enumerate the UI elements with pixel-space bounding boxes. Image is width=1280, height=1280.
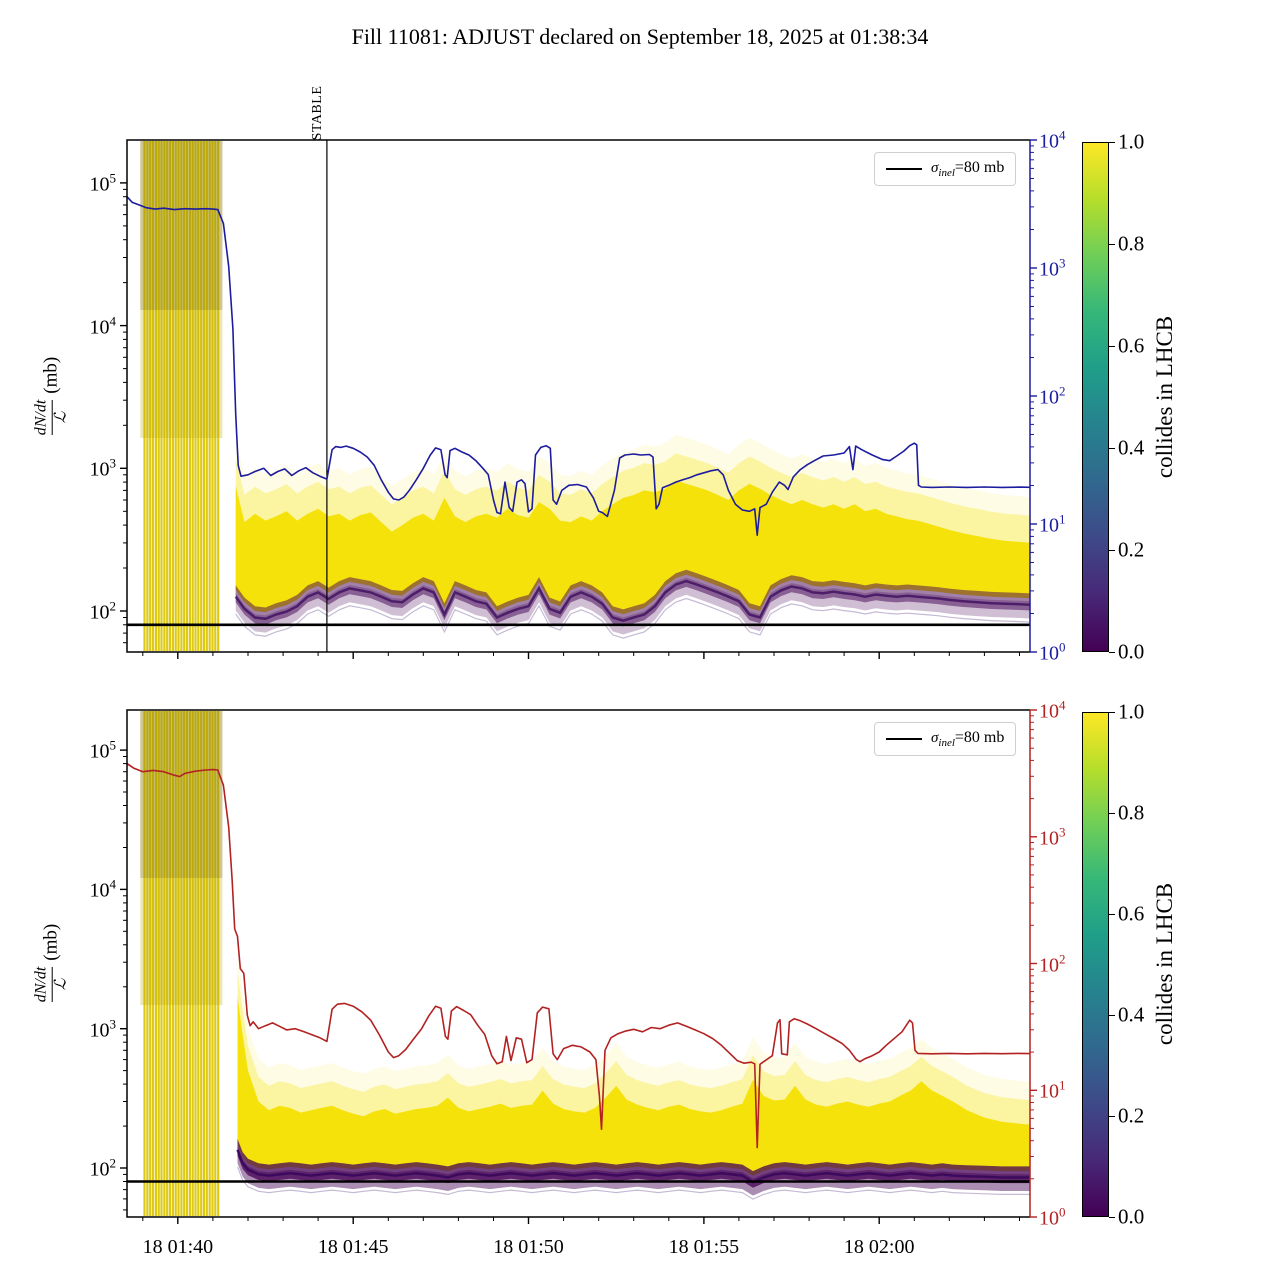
right-axis-tick-label: 103 bbox=[1039, 824, 1066, 850]
beam2-rate-line bbox=[126, 762, 1031, 1149]
colorbar-tick-label: 0.2 bbox=[1118, 537, 1145, 562]
injection-stripes bbox=[140, 711, 223, 1216]
y-tick-label: 103 bbox=[89, 455, 117, 481]
colorbar-label-bottom: collides in LHCB bbox=[1152, 882, 1177, 1046]
colorbar-label-top: collides in LHCB bbox=[1152, 315, 1177, 479]
colorbar-tick-label: 0.2 bbox=[1118, 1103, 1145, 1128]
colorbar-tick-label: 1.0 bbox=[1118, 129, 1145, 154]
y-tick-label: 105 bbox=[89, 737, 117, 763]
right-axis-tick-label: 103 bbox=[1039, 255, 1066, 281]
colorbar-tick-label: 0.0 bbox=[1118, 1204, 1145, 1229]
y-tick-label: 104 bbox=[89, 877, 117, 902]
x-tick-label: 18 01:45 bbox=[317, 1236, 389, 1258]
figure-title: Fill 11081: ADJUST declared on September… bbox=[351, 24, 929, 49]
colorbar-tick-label: 0.8 bbox=[1118, 800, 1145, 825]
colorbar-bottom bbox=[1082, 712, 1109, 1217]
legend-text: σinel=80 mb bbox=[931, 158, 1005, 180]
colorbar-top bbox=[1082, 142, 1109, 652]
colorbar-tick bbox=[1109, 142, 1115, 143]
colorbar-tick bbox=[1109, 448, 1115, 449]
y-axis-label-bottom: dN/dt ℒ (mb) bbox=[32, 923, 70, 1003]
legend-bottom: σinel=80 mb bbox=[874, 722, 1017, 756]
colorbar-tick-label: 0.4 bbox=[1118, 1002, 1145, 1027]
right-axis-tick-label: 101 bbox=[1039, 1077, 1066, 1103]
colorbar-tick bbox=[1109, 652, 1115, 653]
x-tick-label: 18 02:00 bbox=[843, 1236, 915, 1258]
injection-stripes bbox=[140, 141, 223, 651]
colorbar-tick-label: 0.6 bbox=[1118, 333, 1145, 358]
legend-line-sample bbox=[886, 168, 922, 170]
colorbar-tick bbox=[1109, 813, 1115, 814]
legend-top: σinel=80 mb bbox=[874, 152, 1017, 186]
colorbar-tick-label: 0.6 bbox=[1118, 901, 1145, 926]
bunch-ensemble-band bbox=[236, 953, 1030, 1200]
colorbar-tick-label: 1.0 bbox=[1118, 699, 1145, 724]
y-tick-label: 103 bbox=[89, 1016, 117, 1042]
colorbar-tick bbox=[1109, 244, 1115, 245]
colorbar-tick-label: 0.8 bbox=[1118, 231, 1145, 256]
y-axis-fraction: dN/dt ℒ bbox=[32, 966, 70, 1003]
legend-line-sample bbox=[886, 738, 922, 740]
colorbar-tick-label: 0.4 bbox=[1118, 435, 1145, 460]
y-tick-label: 104 bbox=[89, 313, 117, 338]
right-axis-tick-label: 100 bbox=[1039, 1204, 1066, 1230]
colorbar-tick bbox=[1109, 550, 1115, 551]
colorbar-tick bbox=[1109, 914, 1115, 915]
right-axis-tick-label: 100 bbox=[1039, 639, 1066, 665]
y-tick-label: 102 bbox=[89, 1155, 117, 1181]
axes-spines bbox=[126, 139, 1030, 653]
right-axis-tick-label: 101 bbox=[1039, 511, 1066, 537]
bunch-ensemble-band bbox=[234, 434, 1031, 639]
stable-annotation: STABLE bbox=[310, 85, 325, 141]
axes-spines bbox=[126, 709, 1030, 1218]
x-tick-label: 18 01:40 bbox=[142, 1236, 214, 1258]
y-tick-label: 105 bbox=[89, 170, 117, 196]
y-axis-fraction: dN/dt ℒ bbox=[32, 399, 70, 436]
colorbar-tick bbox=[1109, 1217, 1115, 1218]
right-axis-tick-label: 104 bbox=[1039, 697, 1066, 723]
right-axis-tick-label: 102 bbox=[1039, 951, 1066, 976]
colorbar-tick bbox=[1109, 712, 1115, 713]
colorbar-tick bbox=[1109, 346, 1115, 347]
x-tick-label: 18 01:50 bbox=[493, 1236, 564, 1258]
right-axis-tick-label: 102 bbox=[1039, 383, 1066, 409]
y-tick-label: 102 bbox=[89, 598, 117, 624]
beam1-rate-line bbox=[126, 196, 1031, 537]
x-tick-label: 18 01:55 bbox=[668, 1236, 740, 1258]
colorbar-tick-label: 0.0 bbox=[1118, 639, 1145, 664]
colorbar-tick bbox=[1109, 1116, 1115, 1117]
colorbar-tick bbox=[1109, 1015, 1115, 1016]
right-axis-tick-label: 104 bbox=[1039, 127, 1066, 153]
band-polygon bbox=[237, 996, 1030, 1176]
y-axis-label-top: dN/dt ℒ (mb) bbox=[32, 356, 70, 436]
legend-text: σinel=80 mb bbox=[931, 728, 1005, 750]
